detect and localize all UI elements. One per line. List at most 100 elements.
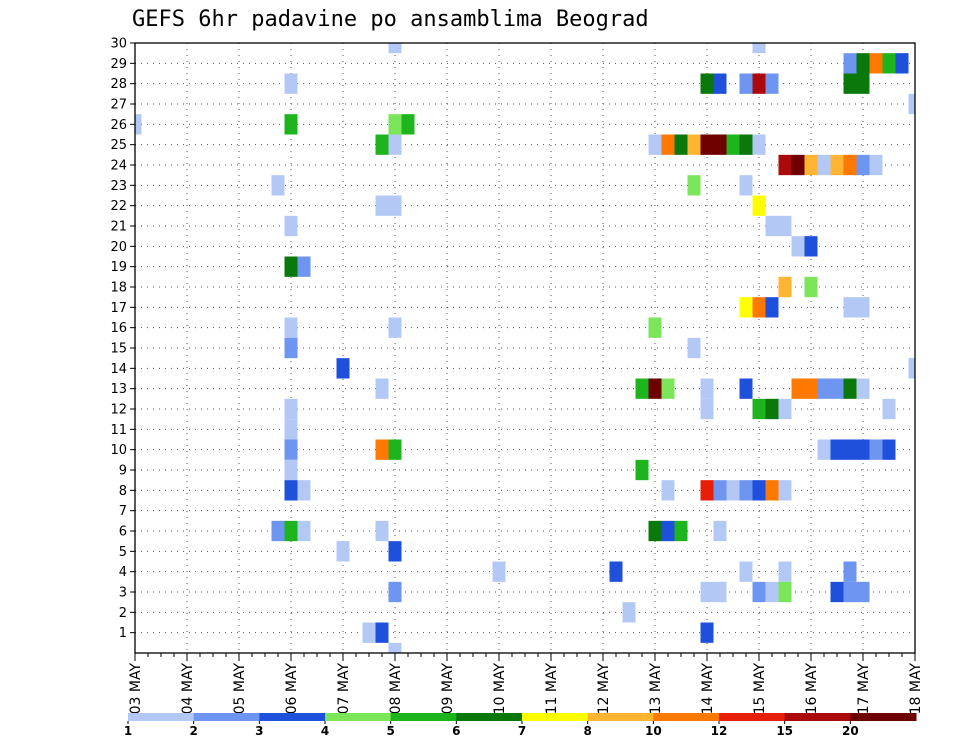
ensemble-cell — [726, 134, 740, 155]
ensemble-cell — [817, 378, 831, 399]
ensemble-cell — [765, 297, 779, 318]
ensemble-cell — [622, 602, 636, 623]
y-tick-label: 14 — [110, 362, 127, 377]
ensemble-cell — [869, 53, 883, 74]
ensemble-cell — [388, 439, 402, 460]
legend-label: 3 — [255, 724, 263, 738]
x-tick-label: 06 MAY — [284, 663, 300, 715]
ensemble-cell — [804, 378, 818, 399]
legend-swatch — [522, 713, 589, 721]
ensemble-cell — [284, 520, 298, 542]
ensemble-cell — [843, 73, 857, 94]
ensemble-cells — [135, 43, 915, 653]
legend-label: 2 — [189, 724, 197, 738]
legend-label: 7 — [518, 724, 526, 738]
ensemble-cell — [778, 581, 792, 603]
ensemble-cell — [739, 561, 753, 582]
y-tick-label: 26 — [110, 118, 127, 133]
ensemble-cell — [284, 215, 298, 237]
ensemble-cell — [843, 378, 857, 399]
x-tick-label: 13 MAY — [648, 663, 664, 715]
legend-label: 10 — [645, 724, 662, 738]
legend-swatch — [653, 713, 720, 721]
ensemble-cell — [661, 134, 675, 155]
ensemble-cell — [843, 561, 857, 582]
ensemble-cell — [830, 581, 844, 603]
ensemble-cell — [882, 398, 896, 420]
ensemble-cell — [388, 134, 402, 155]
y-tick-label: 6 — [119, 525, 127, 540]
ensemble-cell — [700, 622, 714, 643]
y-tick-label: 19 — [110, 260, 127, 275]
legend-swatch — [193, 713, 260, 721]
x-tick-label: 05 MAY — [232, 663, 248, 715]
x-tick-label: 12 MAY — [596, 663, 612, 715]
ensemble-cell — [375, 134, 389, 155]
ensemble-cell — [271, 520, 285, 542]
x-tick-label: 09 MAY — [440, 663, 456, 715]
ensemble-cell — [778, 480, 792, 501]
legend-label: 1 — [124, 724, 132, 738]
ensemble-cell — [700, 398, 714, 420]
ensemble-cell — [752, 398, 766, 420]
legend-swatch — [784, 713, 851, 721]
ensemble-cell — [765, 73, 779, 94]
ensemble-cell — [830, 439, 844, 460]
ensemble-cell — [765, 581, 779, 603]
legend-swatch — [390, 713, 457, 721]
ensemble-cell — [817, 439, 831, 460]
ensemble-cell — [700, 378, 714, 399]
y-tick-label: 30 — [110, 37, 127, 52]
y-tick-label: 15 — [110, 342, 127, 357]
ensemble-cell — [856, 53, 870, 74]
y-tick-label: 18 — [110, 281, 127, 296]
legend-swatch — [456, 713, 523, 721]
legend-label: 20 — [842, 724, 859, 738]
ensemble-cell — [778, 398, 792, 420]
ensemble-cell — [843, 297, 857, 318]
ensemble-cell — [817, 154, 831, 176]
ensemble-cell — [648, 520, 662, 542]
ensemble-cell — [713, 73, 727, 94]
ensemble-cell — [284, 480, 298, 501]
ensemble-cell — [284, 256, 298, 277]
y-tick-label: 29 — [110, 57, 127, 72]
ensemble-cell — [882, 53, 896, 74]
legend-swatch — [587, 713, 654, 721]
ensemble-cell — [830, 378, 844, 399]
ensemble-cell — [700, 134, 714, 155]
legend-swatch — [850, 713, 917, 721]
ensemble-cell — [830, 154, 844, 176]
ensemble-cell — [492, 561, 506, 582]
ensemble-cell — [752, 195, 766, 216]
y-tick-label: 10 — [110, 443, 127, 458]
x-tick-label: 14 MAY — [700, 663, 716, 715]
ensemble-cell — [388, 195, 402, 216]
ensemble-cell — [674, 134, 688, 155]
ensemble-cell — [843, 439, 857, 460]
ensemble-cell — [804, 236, 818, 257]
y-tick-label: 28 — [110, 77, 127, 92]
ensemble-cell — [700, 73, 714, 94]
ensemble-cell — [739, 175, 753, 196]
ensemble-cell — [739, 378, 753, 399]
x-tick-label: 07 MAY — [336, 663, 352, 715]
ensemble-cell — [661, 378, 675, 399]
legend-swatch — [128, 713, 195, 721]
ensemble-cell — [713, 480, 727, 501]
legend-label: 8 — [583, 724, 591, 738]
ensemble-cell — [661, 480, 675, 501]
legend-swatch — [259, 713, 326, 721]
x-tick-label: 10 MAY — [492, 663, 508, 715]
ensemble-cell — [778, 154, 792, 176]
chart-title: GEFS 6hr padavine po ansamblima Beograd — [132, 7, 649, 32]
ensemble-cell — [752, 43, 766, 54]
x-tick-label: 03 MAY — [128, 663, 144, 715]
legend-label: 6 — [452, 724, 460, 738]
y-tick-label: 5 — [119, 545, 127, 560]
ensemble-cell — [752, 297, 766, 318]
ensemble-cell — [804, 276, 818, 298]
y-tick-label: 24 — [110, 159, 127, 174]
ensemble-cell — [908, 93, 915, 115]
